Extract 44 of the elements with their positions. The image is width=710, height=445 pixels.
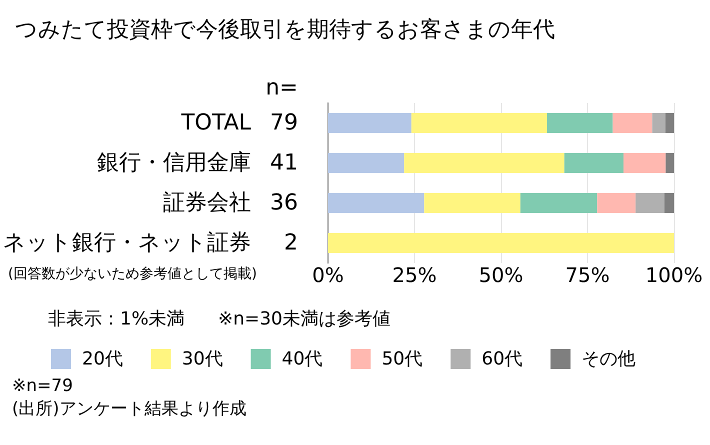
text: 79 bbox=[270, 110, 298, 136]
bar bbox=[520, 193, 598, 213]
text: (回答数が少ないため参考値として掲載) bbox=[8, 266, 257, 282]
text: ※n=30未満は参考値 bbox=[218, 308, 390, 330]
text: 41 bbox=[270, 150, 298, 176]
bar bbox=[664, 193, 674, 213]
text: ※n=79 bbox=[12, 376, 73, 396]
legend-label: その他 bbox=[582, 348, 636, 370]
bar bbox=[597, 193, 636, 213]
bar bbox=[665, 113, 674, 133]
text: 非表示：1%未満 bbox=[48, 308, 185, 330]
bar bbox=[404, 153, 564, 173]
bar bbox=[636, 193, 664, 213]
bar bbox=[666, 153, 674, 173]
y-tick-label: 銀行・信用金庫 bbox=[97, 150, 251, 176]
bar bbox=[424, 193, 520, 213]
y-tick-label: ネット銀行・ネット証券 bbox=[3, 230, 251, 256]
y-tick-label: 証券会社 bbox=[163, 190, 251, 216]
x-tick-label: 75% bbox=[565, 263, 610, 287]
text: (出所)アンケート結果より作成 bbox=[12, 399, 246, 419]
x-tick-label: 25% bbox=[392, 263, 437, 287]
legend-label: 40代 bbox=[282, 348, 323, 370]
text: n= bbox=[266, 76, 298, 100]
legend-label: 50代 bbox=[382, 348, 423, 370]
text: 36 bbox=[270, 190, 298, 216]
bar bbox=[612, 113, 652, 133]
y-tick-label: TOTAL bbox=[180, 110, 252, 136]
bar bbox=[564, 153, 624, 173]
chart-title: つみたて投資枠で今後取引を期待するお客さまの年代 bbox=[15, 18, 555, 42]
bar bbox=[623, 153, 666, 173]
bar bbox=[328, 233, 674, 253]
bar bbox=[652, 113, 666, 133]
x-tick-label: 0% bbox=[312, 263, 344, 287]
bar bbox=[411, 113, 548, 133]
bar bbox=[328, 153, 404, 173]
x-tick-label: 50% bbox=[478, 263, 524, 287]
legend-label: 30代 bbox=[182, 348, 223, 370]
legend-label: 20代 bbox=[82, 348, 123, 370]
bar bbox=[547, 113, 613, 133]
text: 2 bbox=[284, 230, 298, 256]
bar bbox=[328, 113, 412, 133]
bar bbox=[328, 193, 424, 213]
legend-label: 60代 bbox=[482, 348, 523, 370]
x-tick-label: 100% bbox=[645, 263, 703, 287]
